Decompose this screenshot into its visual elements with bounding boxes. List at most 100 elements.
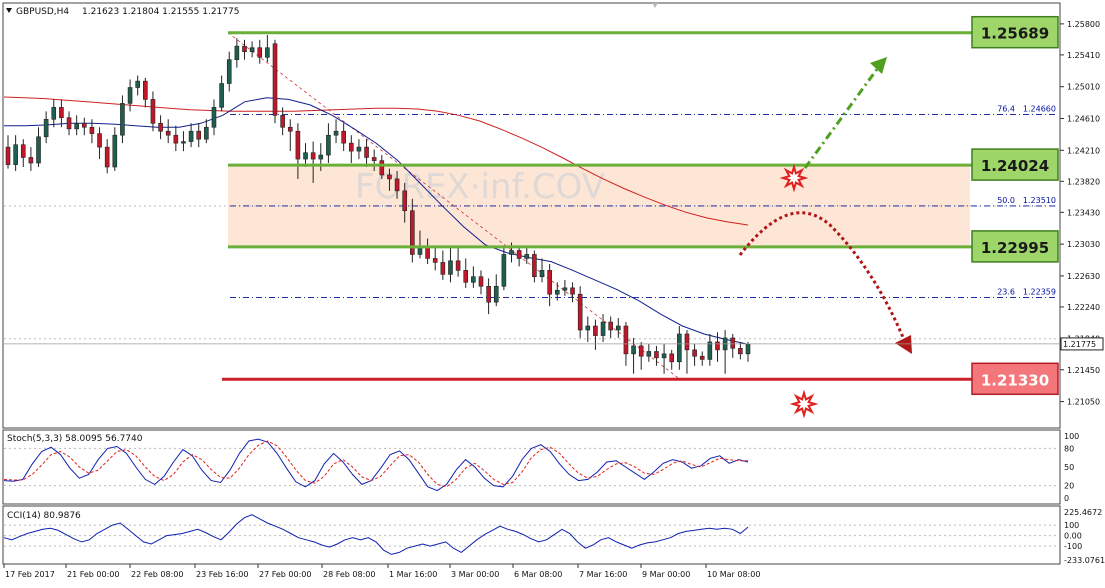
stoch-label: Stoch(5,3,3) 58.0095 56.7740 [7,434,143,444]
candle-body [448,260,453,275]
candle-body [43,118,49,138]
candle-body [593,325,598,336]
candle-body [577,293,583,331]
candle-body [89,126,95,134]
candle-body [738,347,743,355]
watermark: FOREX·inf.COV [355,167,605,207]
moving-average-fast [4,97,749,345]
candle-body [318,154,324,160]
candle-body [745,344,751,355]
candle-body [36,136,41,164]
candle-body [74,122,79,130]
candle-body [379,160,385,176]
candle-body [143,80,148,100]
candle-body [562,287,568,291]
candle-body [326,134,331,156]
level-label: 1.22995 [981,239,1049,257]
candle-body [219,83,224,108]
price-tick-label: 1.23030 [1067,240,1100,249]
level-label: 1.25689 [981,25,1049,43]
cci-pane [2,505,1061,565]
time-tick-label: 28 Feb 08:00 [323,570,375,579]
time-tick-label: 22 Feb 08:00 [131,570,183,579]
candle-body [638,345,644,357]
candle-body [371,157,377,161]
time-tick-label: 23 Feb 16:00 [196,570,248,579]
candle-body [394,178,400,192]
fib-trendline [227,32,681,380]
time-tick-label: 21 Feb 00:00 [67,570,119,579]
candle-body [471,276,476,283]
price-tick-label: 1.22240 [1067,303,1100,312]
candle-body [402,190,408,212]
down-arrow-head-icon [895,335,912,354]
candle-body [127,87,133,104]
candle-body [287,126,293,132]
candle-body [715,341,720,351]
fib-price: 1.22359 [1023,287,1056,296]
candle-body [623,325,629,355]
time-tick-label: 17 Feb 2017 [5,570,55,579]
time-tick-label: 27 Feb 00:00 [259,570,311,579]
candle-body [295,130,301,160]
candle-body [20,144,26,158]
time-tick-label: 10 Mar 08:00 [707,570,760,579]
candle-body [730,337,736,349]
candle-body [631,345,636,355]
cci-line [3,514,749,555]
candle-body [226,59,232,84]
level-label-box [971,15,1059,49]
candle-body [509,250,514,255]
candle-body [165,130,171,136]
candle-body [554,289,560,295]
fib-price: 1.24660 [1023,105,1056,114]
candle-body [66,117,72,130]
candle-body [410,210,415,255]
candle-body [516,250,522,259]
candle-body [699,355,705,360]
price-tick-label: 1.23820 [1067,177,1100,186]
current-price-box [1060,337,1104,351]
stoch-tick-label: 50 [1064,463,1074,472]
candle-body [173,134,179,144]
support-burst-icon [789,389,819,419]
candle-body [585,325,591,331]
price-tick-label: 1.25800 [1067,20,1100,29]
candle-body [356,146,362,152]
candle-body [104,146,110,168]
candle-body [478,276,484,287]
candle-body [455,260,461,271]
moving-average-slow [3,96,749,226]
up-arrow-head-icon [870,57,887,74]
current-price-label: 1.21775 [1063,340,1096,349]
candle-body [150,99,156,124]
stoch-tick-label: 80 [1064,444,1074,453]
candle-body [158,122,163,132]
candle-body [707,341,713,360]
time-tick-label: 7 Mar 16:00 [579,570,627,579]
candle-body [265,47,270,58]
candle-body [692,349,697,357]
candle-body [348,142,354,152]
candle-body [440,262,446,275]
candle-body [234,45,240,60]
level-label-box [971,362,1059,396]
price-tick-label: 1.24210 [1067,146,1100,155]
down-arrow-line [738,211,907,343]
candle-body [547,270,552,295]
stoch-main-line [3,438,749,492]
stoch-signal-line [3,440,748,488]
candle-body [310,152,316,160]
candle-body [364,146,369,158]
candle-body [272,43,278,116]
candle-body [280,115,285,128]
fib-price: 1.23510 [1023,196,1056,205]
candle-body [112,134,118,168]
price-tick-label: 1.21450 [1067,366,1100,375]
symbol-dropdown-icon[interactable] [6,8,12,13]
stoch-tick-label: 0 [1064,494,1069,503]
candle-body [59,107,64,119]
candle-body [532,254,537,278]
